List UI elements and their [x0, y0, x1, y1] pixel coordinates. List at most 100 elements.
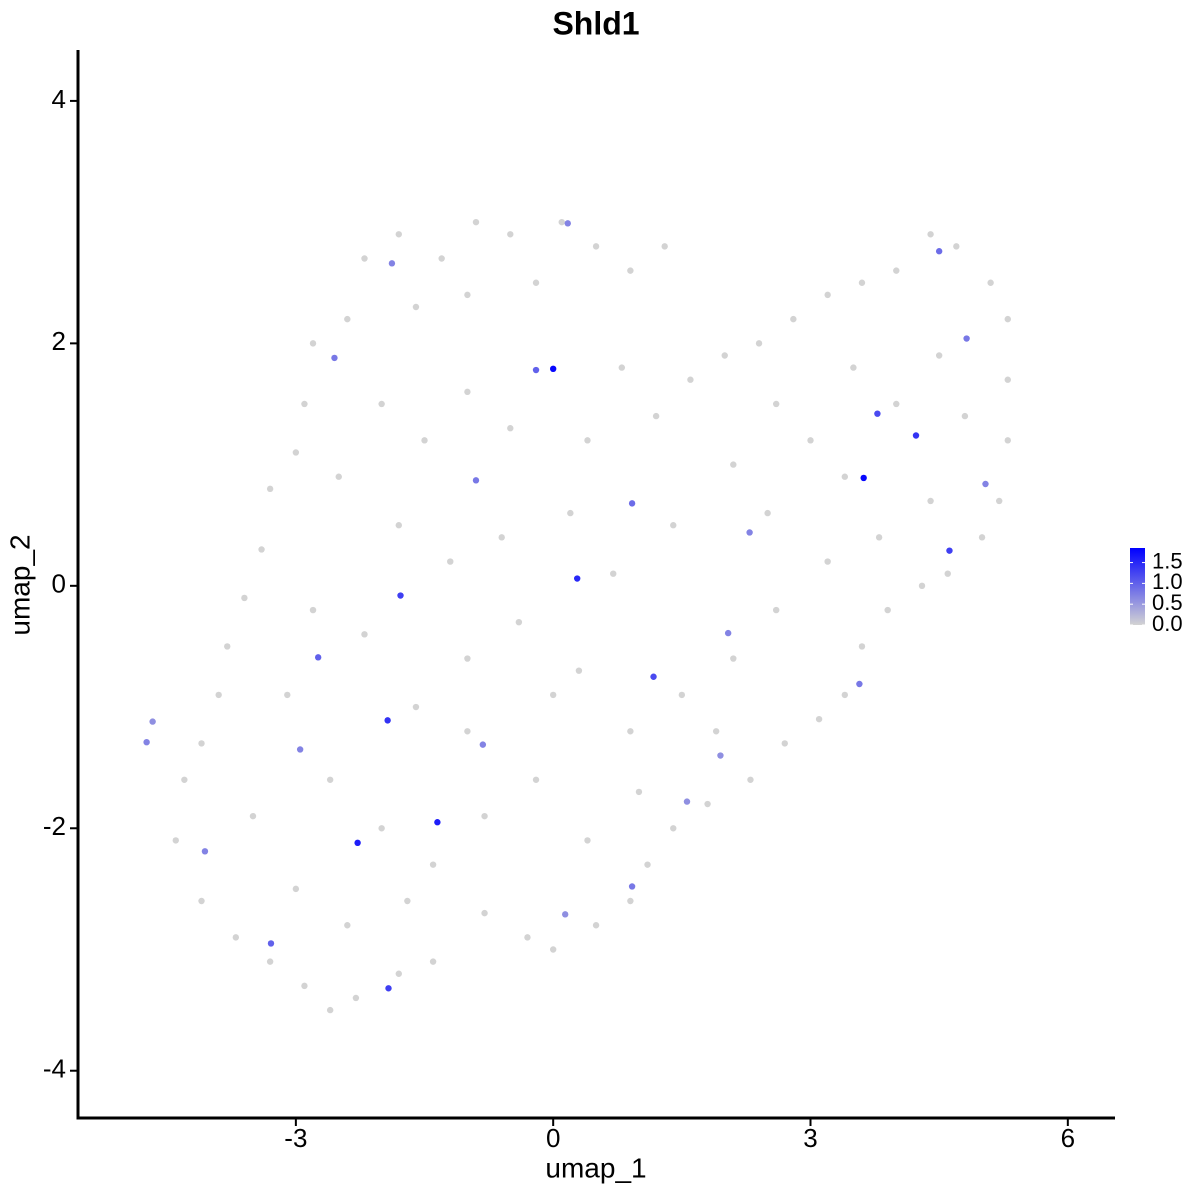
- cell-point: [292, 449, 300, 456]
- cell-point: [378, 400, 385, 408]
- colorbar: [1130, 548, 1145, 625]
- cell-point: [874, 410, 881, 417]
- cell-point: [532, 776, 540, 783]
- cell-point: [309, 340, 317, 347]
- cell-point: [498, 534, 505, 541]
- cell-point: [935, 248, 943, 255]
- cell-point: [592, 922, 600, 929]
- cell-point: [935, 352, 943, 359]
- cell-point: [464, 291, 471, 299]
- cell-point: [395, 522, 402, 529]
- cell-point: [149, 718, 156, 725]
- cell-point: [507, 231, 514, 238]
- cell-point: [143, 738, 150, 746]
- cell-point: [944, 570, 951, 577]
- cell-point: [772, 606, 780, 614]
- cell-point: [841, 473, 849, 480]
- cell-point: [893, 400, 900, 408]
- cell-point: [384, 717, 391, 724]
- cell-point: [575, 667, 583, 674]
- cell-point: [644, 861, 651, 868]
- y-axis-label: umap_2: [4, 534, 35, 635]
- cell-point: [472, 477, 480, 484]
- cell-point: [412, 703, 420, 711]
- cell-point: [232, 934, 240, 941]
- cell-point: [893, 267, 900, 274]
- cell-point: [181, 776, 188, 783]
- cell-point: [755, 340, 763, 347]
- cell-point: [567, 509, 574, 517]
- cell-point: [730, 461, 737, 468]
- cell-point: [764, 509, 771, 517]
- y-tick-label: -4: [43, 1054, 66, 1084]
- x-axis-label: umap_1: [545, 1152, 646, 1183]
- cell-point: [730, 655, 737, 662]
- cell-point: [479, 741, 487, 748]
- cell-point: [635, 788, 643, 796]
- cell-point: [215, 691, 222, 699]
- cell-point: [927, 497, 934, 505]
- cell-point: [378, 825, 385, 832]
- cell-point: [982, 480, 989, 488]
- cell-point: [266, 485, 274, 493]
- cell-point: [772, 400, 780, 408]
- cell-point: [464, 655, 471, 662]
- cell-point: [824, 558, 831, 565]
- cell-point: [592, 243, 600, 250]
- cell-point: [584, 437, 591, 444]
- cell-point: [434, 819, 441, 826]
- cell-point: [284, 691, 291, 699]
- cell-point: [172, 837, 179, 844]
- cell-point: [429, 861, 437, 868]
- y-tick-label: 2: [52, 326, 66, 356]
- cell-point: [627, 897, 634, 905]
- cell-point: [395, 970, 402, 977]
- cell-point: [678, 691, 686, 699]
- cell-point: [464, 388, 471, 396]
- cell-point: [574, 575, 581, 582]
- cell-point: [447, 558, 454, 565]
- cell-point: [724, 629, 732, 637]
- cell-point: [687, 376, 694, 383]
- cell-point: [704, 800, 711, 808]
- cell-point: [652, 412, 660, 420]
- cell-point: [429, 958, 437, 965]
- cell-point: [241, 594, 248, 602]
- cell-point: [404, 897, 411, 905]
- x-tick-label: -3: [284, 1123, 307, 1153]
- cell-point: [361, 255, 368, 262]
- cell-point: [628, 500, 636, 507]
- cell-point: [524, 934, 531, 941]
- cell-point: [258, 546, 265, 553]
- cell-point: [331, 354, 338, 362]
- cell-point: [683, 798, 691, 805]
- cell-point: [507, 425, 514, 432]
- cell-point: [996, 497, 1003, 505]
- cell-point: [946, 547, 953, 554]
- cell-point: [627, 267, 634, 274]
- cell-point: [824, 291, 831, 299]
- cell-point: [670, 522, 677, 529]
- cell-point: [856, 680, 863, 688]
- cell-point: [912, 432, 920, 439]
- cell-point: [481, 812, 488, 820]
- cell-point: [335, 473, 342, 480]
- cell-point: [815, 715, 823, 723]
- cell-point: [721, 352, 728, 359]
- cell-point: [628, 883, 636, 890]
- cell-point: [564, 220, 571, 227]
- cell-point: [860, 474, 867, 482]
- colorbar-tick-label: 1.5: [1152, 548, 1183, 573]
- cell-point: [549, 365, 557, 373]
- cell-point: [850, 364, 857, 371]
- cell-point: [481, 909, 488, 917]
- cell-point: [953, 243, 960, 250]
- cell-point: [670, 825, 677, 832]
- cell-point: [326, 776, 334, 783]
- cell-point: [978, 534, 986, 541]
- cell-point: [927, 231, 934, 238]
- cell-point: [841, 691, 849, 699]
- x-tick-label: 6: [1061, 1123, 1075, 1153]
- cell-point: [532, 366, 540, 374]
